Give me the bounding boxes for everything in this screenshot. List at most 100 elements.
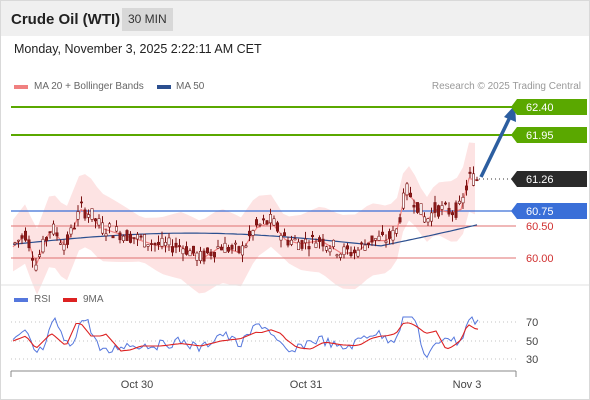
candle-body <box>227 247 231 252</box>
candle-body <box>27 239 31 249</box>
candle-body <box>468 171 472 174</box>
candle-body <box>419 203 423 215</box>
level-label-bg <box>517 203 587 219</box>
credit-text: Research © 2025 Trading Central <box>431 81 581 92</box>
level-label-bg <box>517 171 587 187</box>
candle-body <box>457 200 461 204</box>
candle-body <box>426 218 430 223</box>
candle-body <box>66 234 70 245</box>
candle-body <box>94 218 98 222</box>
candle-body <box>331 239 335 247</box>
time-axis-label: Oct 30 <box>121 379 153 391</box>
candle-body <box>475 179 479 181</box>
candle-body <box>345 245 349 250</box>
candle-body <box>324 246 328 251</box>
candle-body <box>436 205 440 217</box>
ma50-legend-swatch <box>157 85 171 89</box>
rsi-legend-label: RSI <box>34 294 51 305</box>
candle-body <box>16 239 20 242</box>
candle-body <box>90 208 94 220</box>
candle-body <box>433 202 437 213</box>
candle-body <box>160 237 164 247</box>
candle-body <box>129 233 133 243</box>
candle-body <box>408 192 412 198</box>
candle-body <box>234 242 238 245</box>
level-label: 61.95 <box>526 130 554 142</box>
candle-body <box>153 242 157 246</box>
ma50-line <box>12 224 478 247</box>
candle-body <box>73 227 77 230</box>
bollinger-band <box>13 142 475 295</box>
candle-body <box>300 240 304 249</box>
candle-body <box>471 173 475 186</box>
candle-body <box>220 246 224 251</box>
time-axis-label: Oct 31 <box>290 379 322 391</box>
candle-body <box>394 228 398 234</box>
candle-body <box>279 235 283 241</box>
candle-body <box>132 237 136 239</box>
instrument-title: Crude Oil (WTI) <box>11 11 121 28</box>
candle-body <box>321 238 325 247</box>
candle-body <box>192 245 196 254</box>
candle-body <box>143 234 147 248</box>
candle-body <box>237 246 241 253</box>
candle-body <box>289 239 293 245</box>
level-label: 62.40 <box>526 102 554 114</box>
candle-body <box>202 250 206 262</box>
candle-body <box>230 245 234 250</box>
candle-body <box>248 230 252 237</box>
candle-body <box>349 252 353 256</box>
rsi-level-label: 30 <box>526 354 538 366</box>
level-label: 61.26 <box>526 174 554 186</box>
ma50-legend-label: MA 50 <box>176 81 205 92</box>
level-label-bg <box>517 127 587 143</box>
candle-body <box>111 235 115 239</box>
candle-body <box>150 243 154 245</box>
candle-body <box>199 251 203 262</box>
candle-body <box>51 223 55 235</box>
candle-body <box>412 204 416 208</box>
candle-body <box>275 222 279 232</box>
level-label-pointer <box>511 203 517 219</box>
candle-body <box>87 214 91 218</box>
candle-body <box>213 251 217 258</box>
datetime-label: Monday, November 3, 2025 2:22:11 AM CET <box>14 42 262 56</box>
candle-body <box>80 201 84 204</box>
candle-body <box>83 209 87 219</box>
candle-body <box>167 237 171 246</box>
candle-body <box>398 217 402 223</box>
candle-body <box>188 250 192 257</box>
candle-body <box>303 238 307 244</box>
candle-body <box>244 245 248 248</box>
candle-body <box>405 183 409 196</box>
candle-body <box>261 218 265 221</box>
candle-body <box>268 214 272 224</box>
ma20-legend-swatch <box>14 85 28 89</box>
timeframe-button[interactable]: 30 MIN <box>122 8 173 31</box>
candle-body <box>384 240 388 243</box>
candle-body <box>178 245 182 247</box>
candle-body <box>307 246 311 250</box>
level-label: 60.00 <box>526 253 554 265</box>
forecast-arrow <box>479 116 512 178</box>
candle-body <box>185 246 189 255</box>
candle-body <box>55 232 59 237</box>
time-axis-label: Nov 3 <box>453 379 482 391</box>
candle-body <box>251 230 255 236</box>
candle-body <box>97 218 101 226</box>
candle-body <box>401 192 405 209</box>
level-label-pointer <box>511 99 517 115</box>
candle-body <box>115 226 119 232</box>
candle-body <box>195 252 199 261</box>
rsi-legend-swatch <box>14 298 28 302</box>
level-label-pointer <box>511 127 517 143</box>
candle-body <box>352 249 356 254</box>
candle-body <box>122 235 126 241</box>
candle-body <box>328 248 332 253</box>
candle-body <box>443 202 447 205</box>
candle-body <box>422 216 426 223</box>
candle-body <box>48 231 52 233</box>
candle-body <box>146 244 150 247</box>
candle-body <box>125 230 129 241</box>
